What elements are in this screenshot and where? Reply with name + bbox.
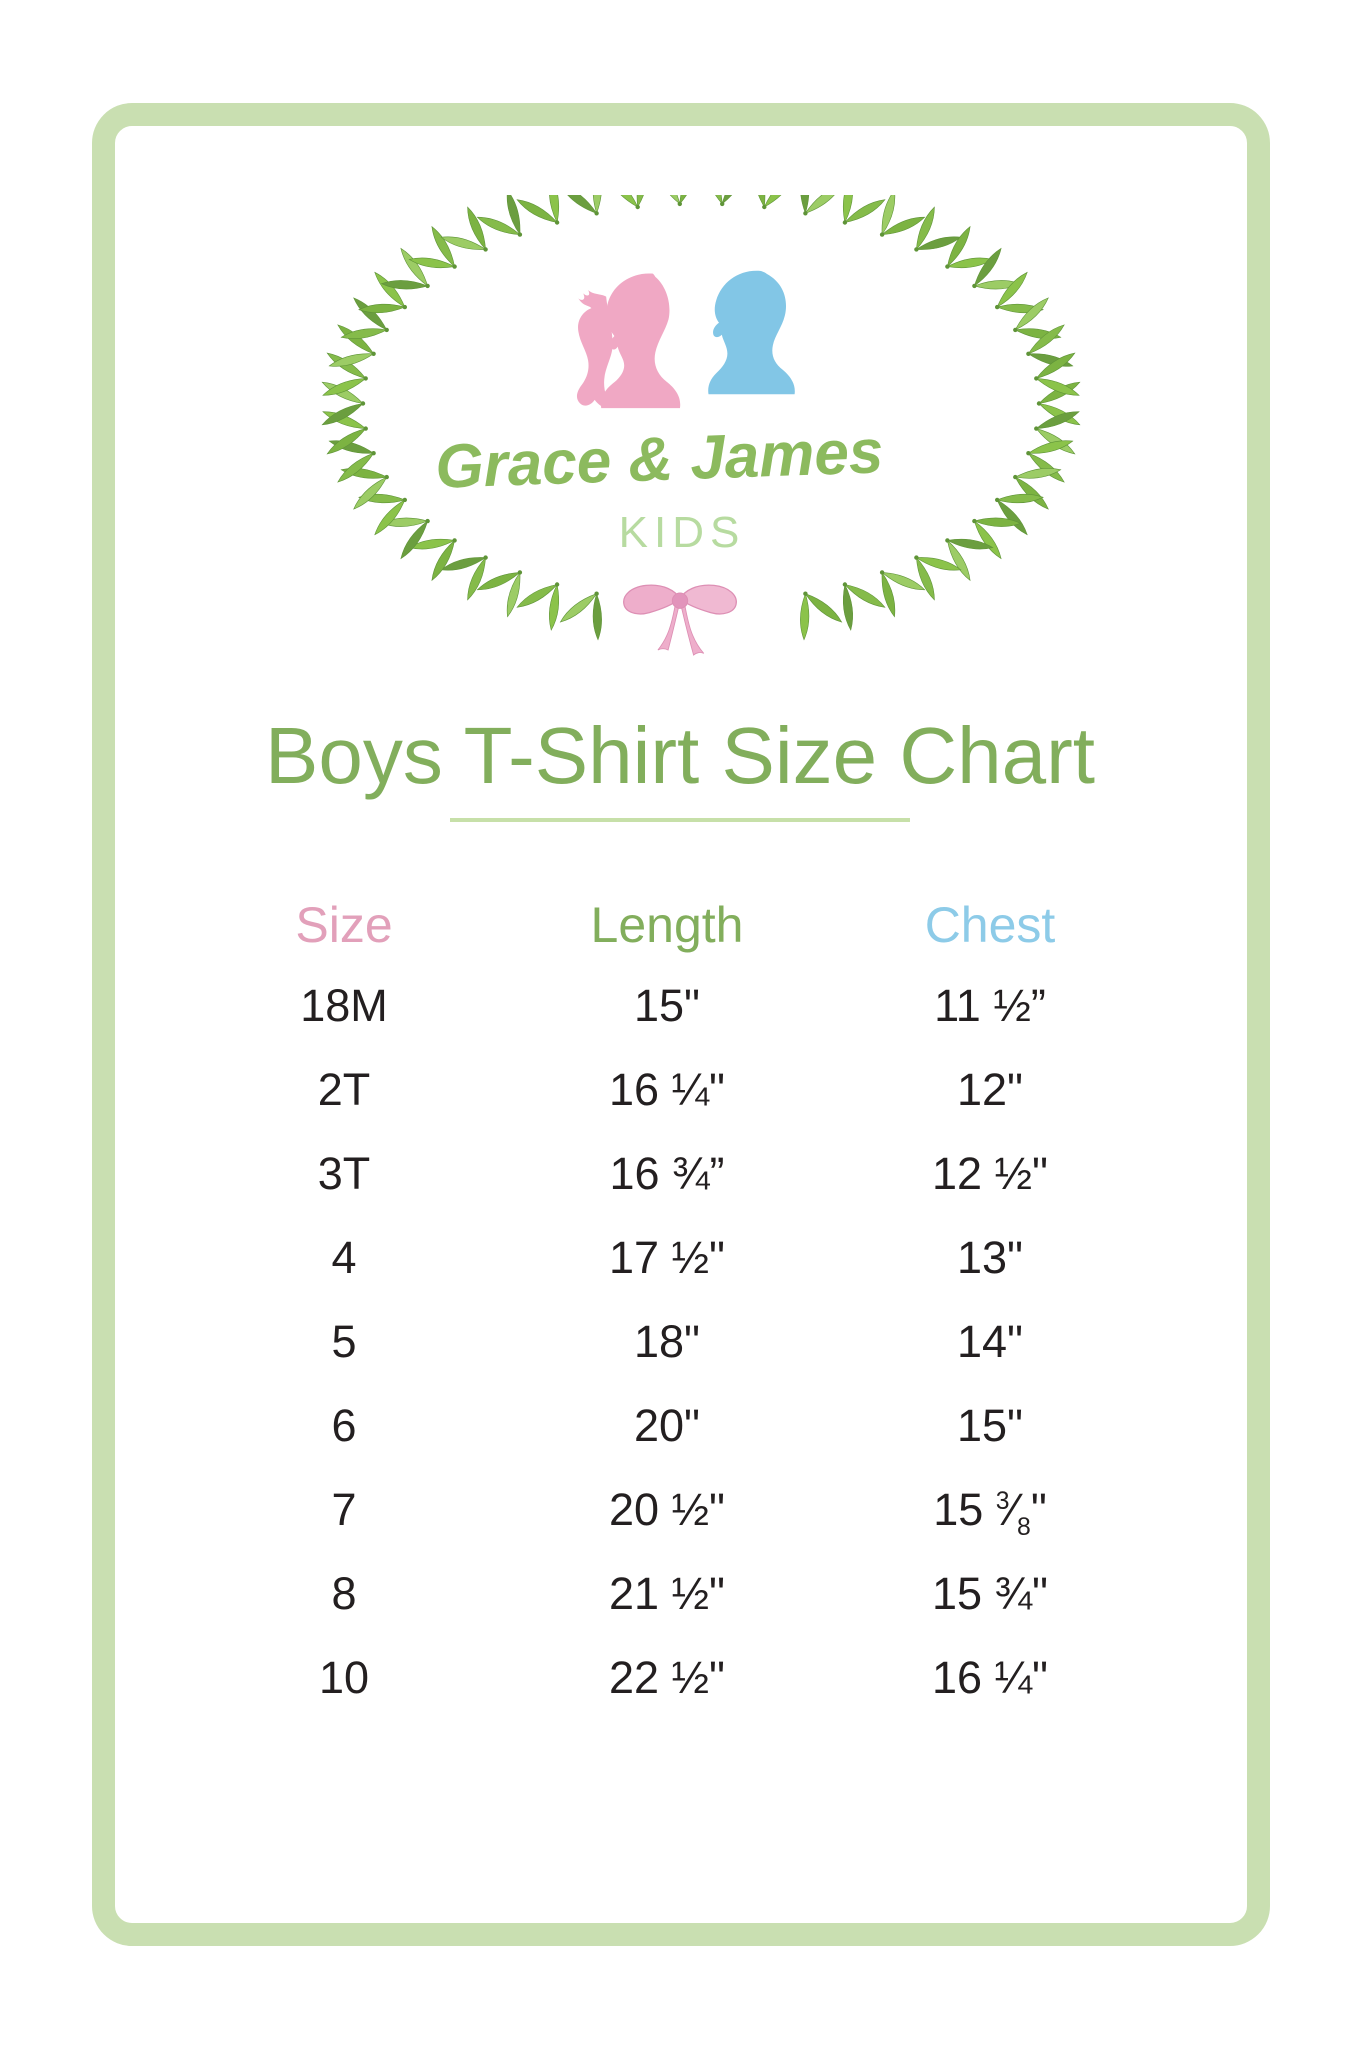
svg-text:Grace & James: Grace & James xyxy=(434,417,884,502)
svg-text:KIDS: KIDS xyxy=(619,508,746,557)
